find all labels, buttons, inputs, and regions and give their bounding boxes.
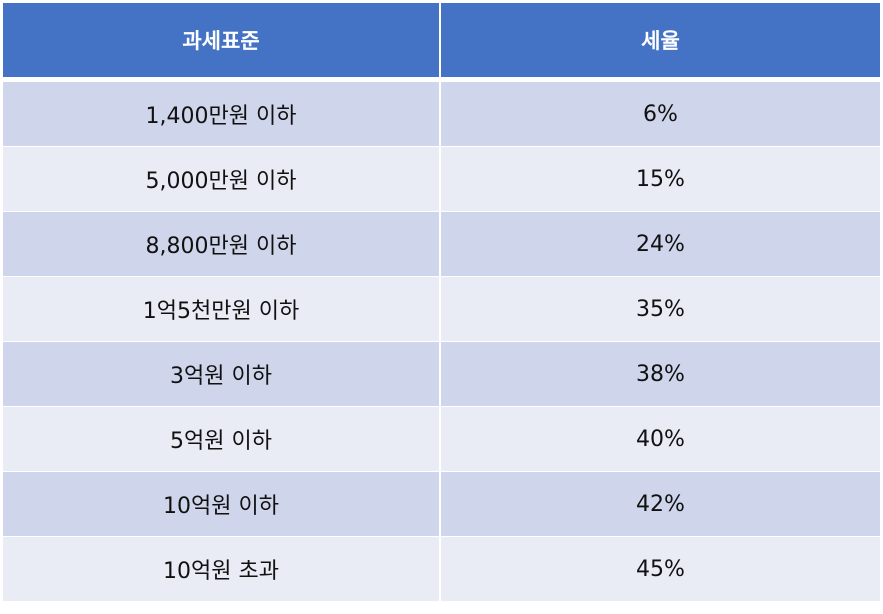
rate-cell: 24% xyxy=(440,211,880,277)
table-row: 5,000만원 이하 15% xyxy=(3,146,880,212)
bracket-cell: 8,800만원 이하 xyxy=(3,211,441,277)
bracket-cell: 10억원 초과 xyxy=(3,536,441,602)
table-row: 8,800만원 이하 24% xyxy=(3,211,880,277)
bracket-cell: 10억원 이하 xyxy=(3,471,441,537)
rate-cell: 42% xyxy=(440,471,880,537)
table-row: 5억원 이하 40% xyxy=(3,406,880,472)
rate-cell: 15% xyxy=(440,146,880,212)
table-row: 10억원 초과 45% xyxy=(3,536,880,602)
rate-cell: 38% xyxy=(440,341,880,407)
bracket-cell: 5,000만원 이하 xyxy=(3,146,441,212)
bracket-cell: 3억원 이하 xyxy=(3,341,441,407)
rate-cell: 6% xyxy=(440,79,880,147)
rate-cell: 45% xyxy=(440,536,880,602)
bracket-cell: 1,400만원 이하 xyxy=(3,79,441,147)
table-header-row: 과세표준 세율 xyxy=(3,3,880,82)
rate-cell: 35% xyxy=(440,276,880,342)
header-tax-rate: 세율 xyxy=(440,3,880,82)
rate-cell: 40% xyxy=(440,406,880,472)
table-row: 1,400만원 이하 6% xyxy=(3,79,880,147)
tax-rate-table: 과세표준 세율 1,400만원 이하 6% 5,000만원 이하 15% 8,8… xyxy=(3,3,880,602)
table-row: 3억원 이하 38% xyxy=(3,341,880,407)
bracket-cell: 5억원 이하 xyxy=(3,406,441,472)
table-row: 10억원 이하 42% xyxy=(3,471,880,537)
header-tax-base: 과세표준 xyxy=(3,3,441,82)
table-row: 1억5천만원 이하 35% xyxy=(3,276,880,342)
bracket-cell: 1억5천만원 이하 xyxy=(3,276,441,342)
